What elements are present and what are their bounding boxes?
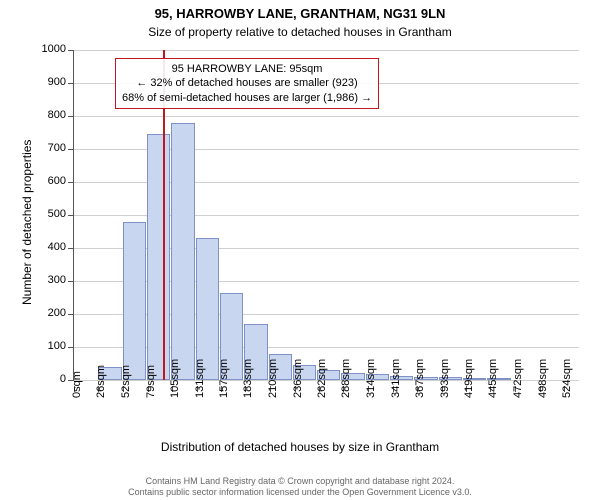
y-tick-label: 300 xyxy=(48,274,66,286)
y-tick-label: 0 xyxy=(60,373,66,385)
y-axis-label: Number of detached properties xyxy=(20,140,34,305)
x-tick-label: 262sqm xyxy=(316,359,328,398)
chart-footer: Contains HM Land Registry data © Crown c… xyxy=(0,476,600,498)
y-tick-label: 400 xyxy=(48,241,66,253)
x-tick-label: 445sqm xyxy=(487,359,499,398)
x-tick-label: 419sqm xyxy=(463,359,475,398)
chart-subtitle: Size of property relative to detached ho… xyxy=(0,25,600,39)
x-tick-label: 52sqm xyxy=(120,365,132,398)
y-tick-label: 900 xyxy=(48,76,66,88)
x-axis-label: Distribution of detached houses by size … xyxy=(0,440,600,454)
annotation-line-1: 95 HARROWBY LANE: 95sqm xyxy=(122,62,372,76)
grid-line xyxy=(74,50,579,51)
x-tick-label: 524sqm xyxy=(561,359,573,398)
x-tick-label: 26sqm xyxy=(95,365,107,398)
annotation-line-2: ← 32% of detached houses are smaller (92… xyxy=(122,76,372,90)
x-tick-label: 498sqm xyxy=(537,359,549,398)
x-tick-label: 288sqm xyxy=(340,359,352,398)
y-tick-label: 500 xyxy=(48,208,66,220)
x-tick-label: 210sqm xyxy=(267,359,279,398)
histogram-bar xyxy=(147,134,170,380)
x-tick-label: 472sqm xyxy=(512,359,524,398)
grid-line xyxy=(74,116,579,117)
y-tick-label: 200 xyxy=(48,307,66,319)
y-tick-label: 600 xyxy=(48,175,66,187)
reference-annotation: 95 HARROWBY LANE: 95sqm ← 32% of detache… xyxy=(115,58,379,109)
footer-line-1: Contains HM Land Registry data © Crown c… xyxy=(0,476,600,487)
x-tick-label: 131sqm xyxy=(194,359,206,398)
x-tick-label: 367sqm xyxy=(414,359,426,398)
x-tick-label: 157sqm xyxy=(218,359,230,398)
x-tick-label: 183sqm xyxy=(242,359,254,398)
y-tick-label: 700 xyxy=(48,142,66,154)
x-tick-label: 236sqm xyxy=(292,359,304,398)
histogram-bar xyxy=(123,222,146,380)
x-tick-label: 79sqm xyxy=(145,365,157,398)
annotation-line-3: 68% of semi-detached houses are larger (… xyxy=(122,91,372,105)
x-tick-label: 105sqm xyxy=(169,359,181,398)
histogram-bar xyxy=(171,123,194,380)
x-tick-label: 393sqm xyxy=(439,359,451,398)
y-tick-label: 800 xyxy=(48,109,66,121)
x-tick-label: 341sqm xyxy=(390,359,402,398)
x-tick-label: 314sqm xyxy=(365,359,377,398)
y-tick-label: 1000 xyxy=(42,43,66,55)
chart-container: { "chart": { "type": "histogram", "title… xyxy=(0,0,600,500)
x-tick-label: 0sqm xyxy=(71,371,83,398)
chart-title: 95, HARROWBY LANE, GRANTHAM, NG31 9LN xyxy=(0,6,600,21)
y-tick-label: 100 xyxy=(48,340,66,352)
footer-line-2: Contains public sector information licen… xyxy=(0,487,600,498)
